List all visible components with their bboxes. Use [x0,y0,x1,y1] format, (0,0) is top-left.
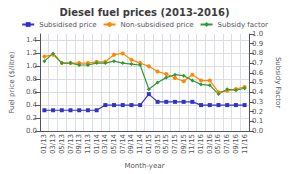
svg-text:0.0: 0.0 [26,127,37,135]
svg-text:1.0: 1.0 [252,30,263,38]
svg-text:09/14: 09/14 [127,133,135,154]
svg-text:Subsidy factor: Subsidy factor [218,21,268,29]
svg-text:01/13: 01/13 [40,134,48,154]
svg-text:07/14: 07/14 [119,133,127,154]
svg-text:05/14: 05/14 [110,133,118,154]
svg-text:0.0: 0.0 [252,127,263,135]
svg-text:0.2: 0.2 [26,114,37,122]
svg-text:0.6: 0.6 [252,69,264,77]
svg-text:07/13: 07/13 [67,134,75,154]
svg-text:0.9: 0.9 [252,40,263,48]
svg-text:0.8: 0.8 [252,49,263,57]
svg-text:Diesel fuel prices (2013-2016): Diesel fuel prices (2013-2016) [60,7,230,18]
svg-text:1.2: 1.2 [26,49,37,57]
svg-text:09/13: 09/13 [75,134,83,154]
svg-text:0.6: 0.6 [26,88,38,96]
svg-text:05/13: 05/13 [58,134,66,154]
svg-text:05/16: 05/16 [214,133,222,154]
svg-text:11/15: 11/15 [188,134,196,154]
svg-text:0.8: 0.8 [26,75,37,83]
svg-text:0.4: 0.4 [252,88,264,96]
svg-text:03/13: 03/13 [49,134,57,154]
svg-text:1.4: 1.4 [26,36,38,44]
svg-text:07/15: 07/15 [171,134,179,154]
svg-text:09/15: 09/15 [180,134,188,154]
svg-text:Fuel price ($/litre): Fuel price ($/litre) [8,51,16,113]
svg-text:11/16: 11/16 [241,133,249,154]
svg-text:01/14: 01/14 [93,133,101,154]
svg-text:05/15: 05/15 [162,134,170,154]
svg-text:1.0: 1.0 [26,62,37,70]
svg-text:11/13: 11/13 [84,134,92,154]
svg-text:0.7: 0.7 [252,59,263,67]
svg-text:03/16: 03/16 [206,133,214,154]
svg-text:0.5: 0.5 [252,78,263,86]
svg-text:Subsidised price: Subsidised price [39,21,96,29]
svg-text:01/16: 01/16 [197,133,205,154]
svg-text:0.3: 0.3 [252,98,263,106]
svg-text:0.2: 0.2 [252,108,263,116]
svg-text:03/15: 03/15 [154,134,162,154]
svg-text:Non-subsidised price: Non-subsidised price [121,21,194,29]
svg-text:09/16: 09/16 [232,133,240,154]
svg-text:0.1: 0.1 [252,117,263,125]
svg-text:03/14: 03/14 [101,133,109,154]
svg-text:11/14: 11/14 [136,133,144,154]
svg-text:0.4: 0.4 [26,101,38,109]
svg-text:07/16: 07/16 [223,133,231,154]
svg-text:01/15: 01/15 [145,134,153,154]
svg-text:Month-year: Month-year [125,162,165,170]
svg-text:Subsidy Factor: Subsidy Factor [274,57,282,108]
